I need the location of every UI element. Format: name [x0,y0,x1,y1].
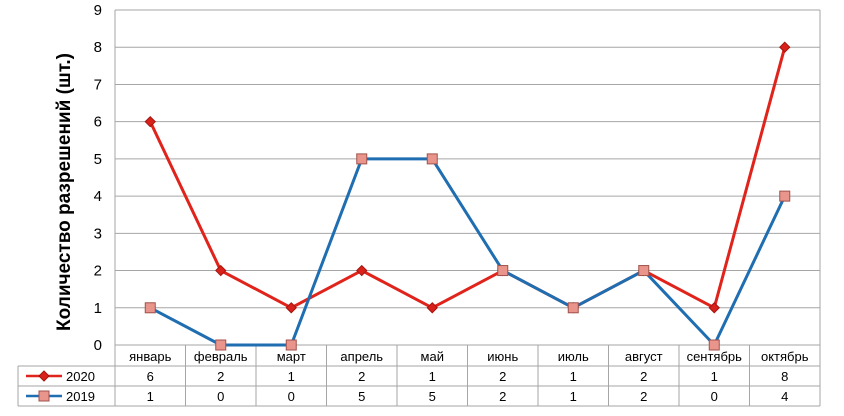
y-tick-label: 7 [94,76,102,93]
table-value: 0 [288,389,295,404]
table-value: 1 [570,389,577,404]
y-tick-label: 3 [94,225,102,242]
data-point-2019 [285,339,297,351]
data-point-2019 [779,190,791,202]
table-value: 1 [288,369,295,384]
data-point-2019 [426,153,438,165]
y-tick-label: 1 [94,300,102,317]
data-point-2020 [285,302,297,314]
data-point-2019 [567,302,579,314]
y-tick-label: 5 [94,151,102,168]
table-value: 1 [147,389,154,404]
y-tick-label: 9 [94,2,102,19]
series-line-2019 [149,157,787,347]
y-tick-label: 8 [94,39,102,56]
table-value: 2 [358,369,365,384]
table-value: 6 [147,369,154,384]
data-point-2020 [779,41,791,53]
category-label: октябрь [761,349,809,364]
data-point-2020 [356,264,368,277]
table-value: 5 [429,389,436,404]
data-table: январь февраль март апрель май июнь июль август… [17,344,821,407]
category-label: июль [558,349,589,364]
y-tick-label: 6 [94,114,102,131]
table-value: 2 [499,389,506,404]
data-point-2019 [215,339,227,351]
category-label: август [625,349,663,364]
series-line-2020 [148,46,787,310]
table-value: 1 [570,369,577,384]
data-point-2019 [638,265,650,277]
category-label: апрель [340,349,383,364]
table-value: 0 [711,389,718,404]
table-value: 5 [358,389,365,404]
category-label: февраль [194,349,248,364]
legend-label: 2020 [66,369,95,384]
category-label: май [421,349,444,364]
data-point-2019 [497,265,509,277]
y-axis-ticks: 0 1 2 3 4 5 6 7 8 9 [94,2,102,354]
table-value: 0 [217,389,224,404]
data-point-2019 [708,339,720,351]
category-label: январь [129,349,171,364]
legend-label: 2019 [66,389,95,404]
y-axis-label: Количество разрешений (шт.) [54,53,75,331]
table-value: 2 [499,369,506,384]
data-point-2020 [215,264,227,277]
y-tick-label: 4 [94,188,102,205]
legend-marker [38,390,50,402]
category-label: июнь [487,349,518,364]
data-point-2019 [356,153,368,165]
table-value: 2 [640,369,647,384]
data-point-2020 [708,302,720,314]
data-point-2019 [144,302,156,314]
category-label: март [277,349,306,364]
table-value: 1 [711,369,718,384]
table-value: 2 [217,369,224,384]
y-tick-label: 0 [94,337,102,354]
table-value: 8 [781,369,788,384]
data-point-2020 [426,302,438,314]
y-tick-label: 2 [94,263,102,280]
series-lines [144,41,791,351]
table-value: 1 [429,369,436,384]
table-value: 4 [781,389,788,404]
data-point-2020 [144,115,156,128]
category-label: сентябрь [687,349,743,364]
table-value: 2 [640,389,647,404]
gridlines [114,9,821,346]
legend-marker [38,370,50,382]
